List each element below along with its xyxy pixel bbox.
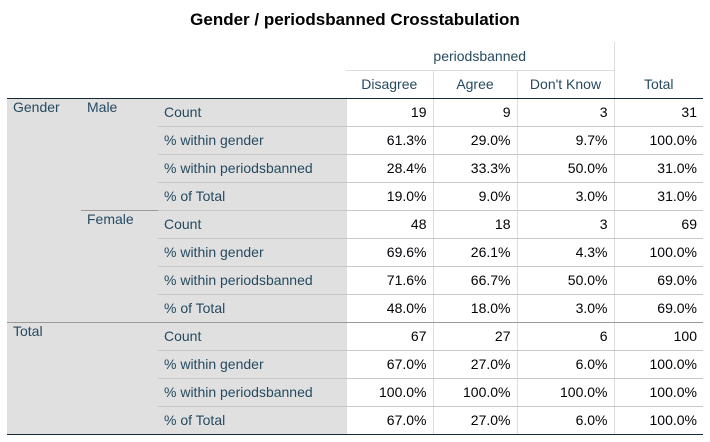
data-cell: 69.0% — [613, 266, 703, 295]
data-cell: 18.0% — [432, 294, 517, 323]
data-cell: 18 — [432, 210, 517, 239]
statistic-label: Count — [158, 98, 346, 127]
data-cell: 69.0% — [613, 294, 703, 323]
data-cell: 100 — [613, 322, 703, 351]
statistic-label: Count — [158, 210, 346, 239]
data-cell: 27 — [432, 322, 517, 351]
table-row: % within periodsbanned 28.4% 33.3% 50.0% 31.… — [7, 154, 703, 183]
statistic-label: % within periodsbanned — [158, 378, 346, 407]
data-cell: 3.0% — [516, 182, 614, 211]
data-cell: 9 — [432, 98, 517, 127]
data-cell: 31 — [613, 98, 703, 127]
data-cell: 19.0% — [345, 182, 433, 211]
data-cell: 67.0% — [345, 406, 433, 435]
statistic-label: Count — [158, 322, 346, 351]
data-cell: 100.0% — [613, 126, 703, 155]
data-cell: 6 — [516, 322, 614, 351]
statistic-label: % of Total — [158, 406, 346, 435]
statistic-label: % of Total — [158, 182, 346, 211]
data-cell: 66.7% — [432, 266, 517, 295]
data-cell: 69 — [613, 210, 703, 239]
data-cell: 9.0% — [432, 182, 517, 211]
data-cell: 3.0% — [516, 294, 614, 323]
data-cell: 6.0% — [516, 350, 614, 379]
table-row: % of Total 67.0% 27.0% 6.0% 100.0% — [7, 406, 703, 435]
row-subgroup-label — [81, 322, 158, 435]
column-header-total: Total — [613, 42, 703, 99]
data-cell: 19 — [345, 98, 433, 127]
data-cell: 4.3% — [516, 238, 614, 267]
statistic-label: % within periodsbanned — [158, 266, 346, 295]
column-header-dont-know: Don't Know — [516, 70, 614, 99]
data-cell: 69.6% — [345, 238, 433, 267]
data-cell: 48.0% — [345, 294, 433, 323]
table-row: Female Count 48 18 3 69 — [7, 210, 703, 323]
table-row: % within gender 67.0% 27.0% 6.0% 100.0% — [7, 350, 703, 379]
data-cell: 48 — [345, 210, 433, 239]
data-cell: 29.0% — [432, 126, 517, 155]
column-header-agree: Agree — [432, 70, 517, 99]
data-cell: 33.3% — [432, 154, 517, 183]
row-subgroup-label: Female — [81, 210, 158, 323]
statistic-label: % within gender — [158, 350, 346, 379]
table-row: % of Total 19.0% 9.0% 3.0% 31.0% — [7, 182, 703, 211]
table-row: % within periodsbanned 71.6% 66.7% 50.0% 69.… — [7, 266, 703, 295]
table-row: % within gender 61.3% 29.0% 9.7% 100.0% — [7, 126, 703, 155]
data-cell: 61.3% — [345, 126, 433, 155]
data-cell: 27.0% — [432, 406, 517, 435]
data-cell: 100.0% — [432, 378, 517, 407]
header-row-spanner: periodsbanned Total — [7, 42, 703, 99]
table-row: Gender Male Count 19 9 3 31 — [7, 98, 703, 323]
statistic-label: % within gender — [158, 126, 346, 155]
crosstab-table: periodsbanned Total Disagree Agree Don't… — [7, 42, 703, 435]
data-cell: 3 — [516, 210, 614, 239]
table-row: % within gender 69.6% 26.1% 4.3% 100.0% — [7, 238, 703, 267]
data-cell: 9.7% — [516, 126, 614, 155]
data-cell: 28.4% — [345, 154, 433, 183]
data-cell: 67.0% — [345, 350, 433, 379]
data-cell: 3 — [516, 98, 614, 127]
row-group-label: Gender — [7, 98, 81, 323]
data-cell: 26.1% — [432, 238, 517, 267]
data-cell: 100.0% — [613, 378, 703, 407]
data-cell: 100.0% — [613, 238, 703, 267]
table-title: Gender / periodsbanned Crosstabulation — [190, 10, 520, 29]
data-cell: 100.0% — [345, 378, 433, 407]
header-row-categories: Disagree Agree Don't Know — [7, 70, 703, 99]
row-group-label: Total — [7, 322, 81, 435]
column-spanner-header: periodsbanned — [346, 42, 614, 71]
data-cell: 100.0% — [613, 350, 703, 379]
table-row: % within periodsbanned 100.0% 100.0% 100.0%… — [7, 378, 703, 407]
data-cell: 100.0% — [613, 406, 703, 435]
data-cell: 31.0% — [613, 182, 703, 211]
data-cell: 67 — [345, 322, 433, 351]
data-cell: 71.6% — [345, 266, 433, 295]
statistic-label: % within gender — [158, 238, 346, 267]
data-cell: 31.0% — [613, 154, 703, 183]
row-subgroup-label: Male — [81, 98, 158, 211]
table-row: % of Total 48.0% 18.0% 3.0% 69.0% — [7, 294, 703, 323]
data-cell: 50.0% — [516, 154, 614, 183]
table-row: Total Count 67 27 6 100 — [7, 322, 703, 435]
data-cell: 27.0% — [432, 350, 517, 379]
data-cell: 100.0% — [516, 378, 614, 407]
statistic-label: % of Total — [158, 294, 346, 323]
data-cell: 50.0% — [516, 266, 614, 295]
data-cell: 6.0% — [516, 406, 614, 435]
statistic-label: % within periodsbanned — [158, 154, 346, 183]
column-header-disagree: Disagree — [346, 70, 433, 99]
